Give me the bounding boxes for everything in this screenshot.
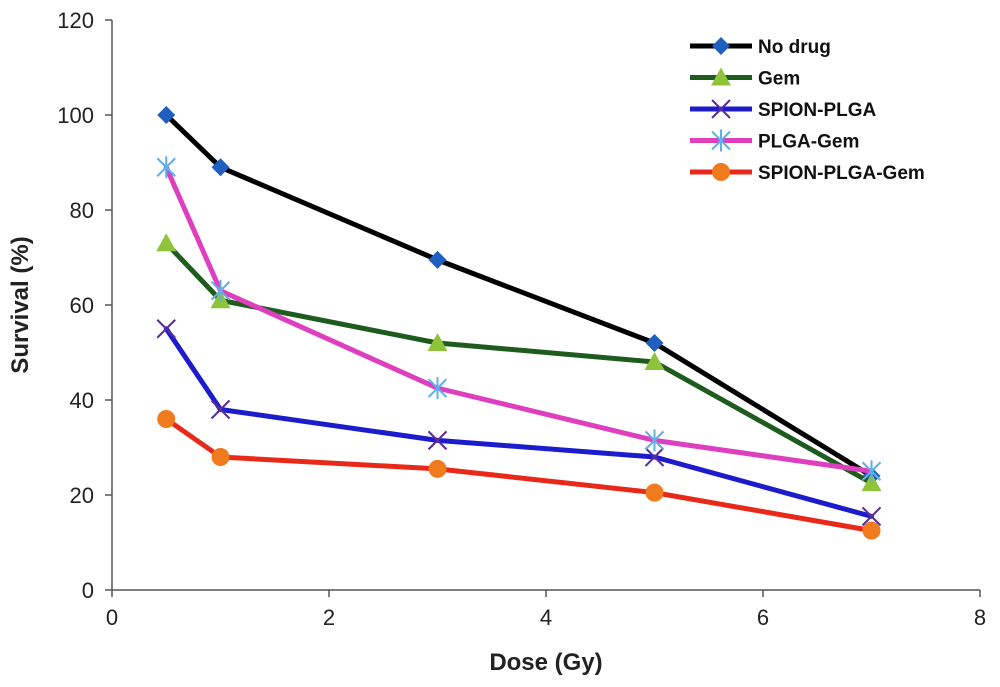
data-point <box>428 250 447 269</box>
legend-marker <box>711 129 731 152</box>
series-spion-plga <box>156 319 882 527</box>
y-axis: 0 20 40 60 80 100 120 Survival (%) <box>7 8 113 603</box>
x-axis: 0 2 4 6 8 Dose (Gy) <box>106 589 986 676</box>
data-point <box>645 334 664 352</box>
x-tick-label: 4 <box>540 605 552 630</box>
y-tick-label: 120 <box>57 8 94 33</box>
data-point <box>157 410 176 428</box>
data-point <box>644 429 665 452</box>
data-point <box>861 506 882 527</box>
y-tick-label: 0 <box>82 578 94 603</box>
x-axis-title: Dose (Gy) <box>489 649 602 676</box>
legend-marker <box>711 67 731 86</box>
data-point <box>644 352 665 370</box>
legend-item-plga-gem: PLGA-Gem <box>690 129 859 153</box>
legend-item-no-drug: No drug <box>690 37 831 58</box>
data-point <box>861 460 882 483</box>
y-tick-label: 20 <box>70 483 94 508</box>
plot-area <box>156 106 882 540</box>
legend-item-spion-plga-gem: SPION-PLGA-Gem <box>690 163 925 184</box>
data-point <box>427 333 448 351</box>
series-line <box>163 416 874 534</box>
legend-label: SPION-PLGA <box>758 100 877 121</box>
data-point <box>427 377 448 400</box>
x-tick-label: 0 <box>106 605 118 630</box>
data-point <box>156 156 176 179</box>
legend-label: Gem <box>758 69 800 90</box>
legend-marker <box>712 163 730 181</box>
legend-item-gem: Gem <box>690 67 800 90</box>
data-point <box>157 106 176 124</box>
data-point <box>210 279 231 302</box>
data-point <box>156 233 177 252</box>
y-tick-label: 60 <box>70 293 94 318</box>
legend-label: No drug <box>758 37 831 58</box>
data-point <box>211 158 230 177</box>
data-point <box>644 447 665 467</box>
legend: No drug Gem SPION-PLGA PLGA-Gem SPION-PLGA-G… <box>690 37 925 184</box>
series-spion-plga-gem <box>157 410 881 540</box>
data-point <box>645 483 664 502</box>
x-tick-label: 8 <box>974 605 986 630</box>
data-point <box>211 448 230 466</box>
series-gem <box>156 233 882 492</box>
data-point <box>156 319 176 339</box>
data-point <box>210 399 231 420</box>
y-axis-title: Survival (%) <box>7 236 34 373</box>
x-tick-label: 6 <box>757 605 769 630</box>
data-point <box>428 459 447 478</box>
data-point <box>427 430 448 451</box>
legend-marker <box>711 99 731 119</box>
y-tick-label: 40 <box>70 388 94 413</box>
data-point <box>862 521 881 540</box>
legend-label: PLGA-Gem <box>758 132 859 153</box>
y-tick-label: 100 <box>57 103 94 128</box>
legend-item-spion-plga: SPION-PLGA <box>690 99 877 121</box>
legend-label: SPION-PLGA-Gem <box>758 163 925 184</box>
legend-marker <box>712 37 730 55</box>
x-tick-label: 2 <box>323 605 335 630</box>
y-tick-label: 80 <box>70 198 94 223</box>
series-plga-gem <box>156 156 882 483</box>
